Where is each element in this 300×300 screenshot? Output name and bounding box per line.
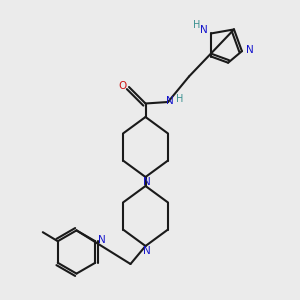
Text: H: H xyxy=(193,20,200,30)
Text: H: H xyxy=(176,94,184,104)
Text: N: N xyxy=(166,95,174,106)
Text: N: N xyxy=(143,246,151,256)
Text: N: N xyxy=(143,177,151,188)
Text: N: N xyxy=(200,26,208,35)
Text: N: N xyxy=(98,235,106,245)
Text: O: O xyxy=(118,81,127,91)
Text: N: N xyxy=(245,45,253,55)
